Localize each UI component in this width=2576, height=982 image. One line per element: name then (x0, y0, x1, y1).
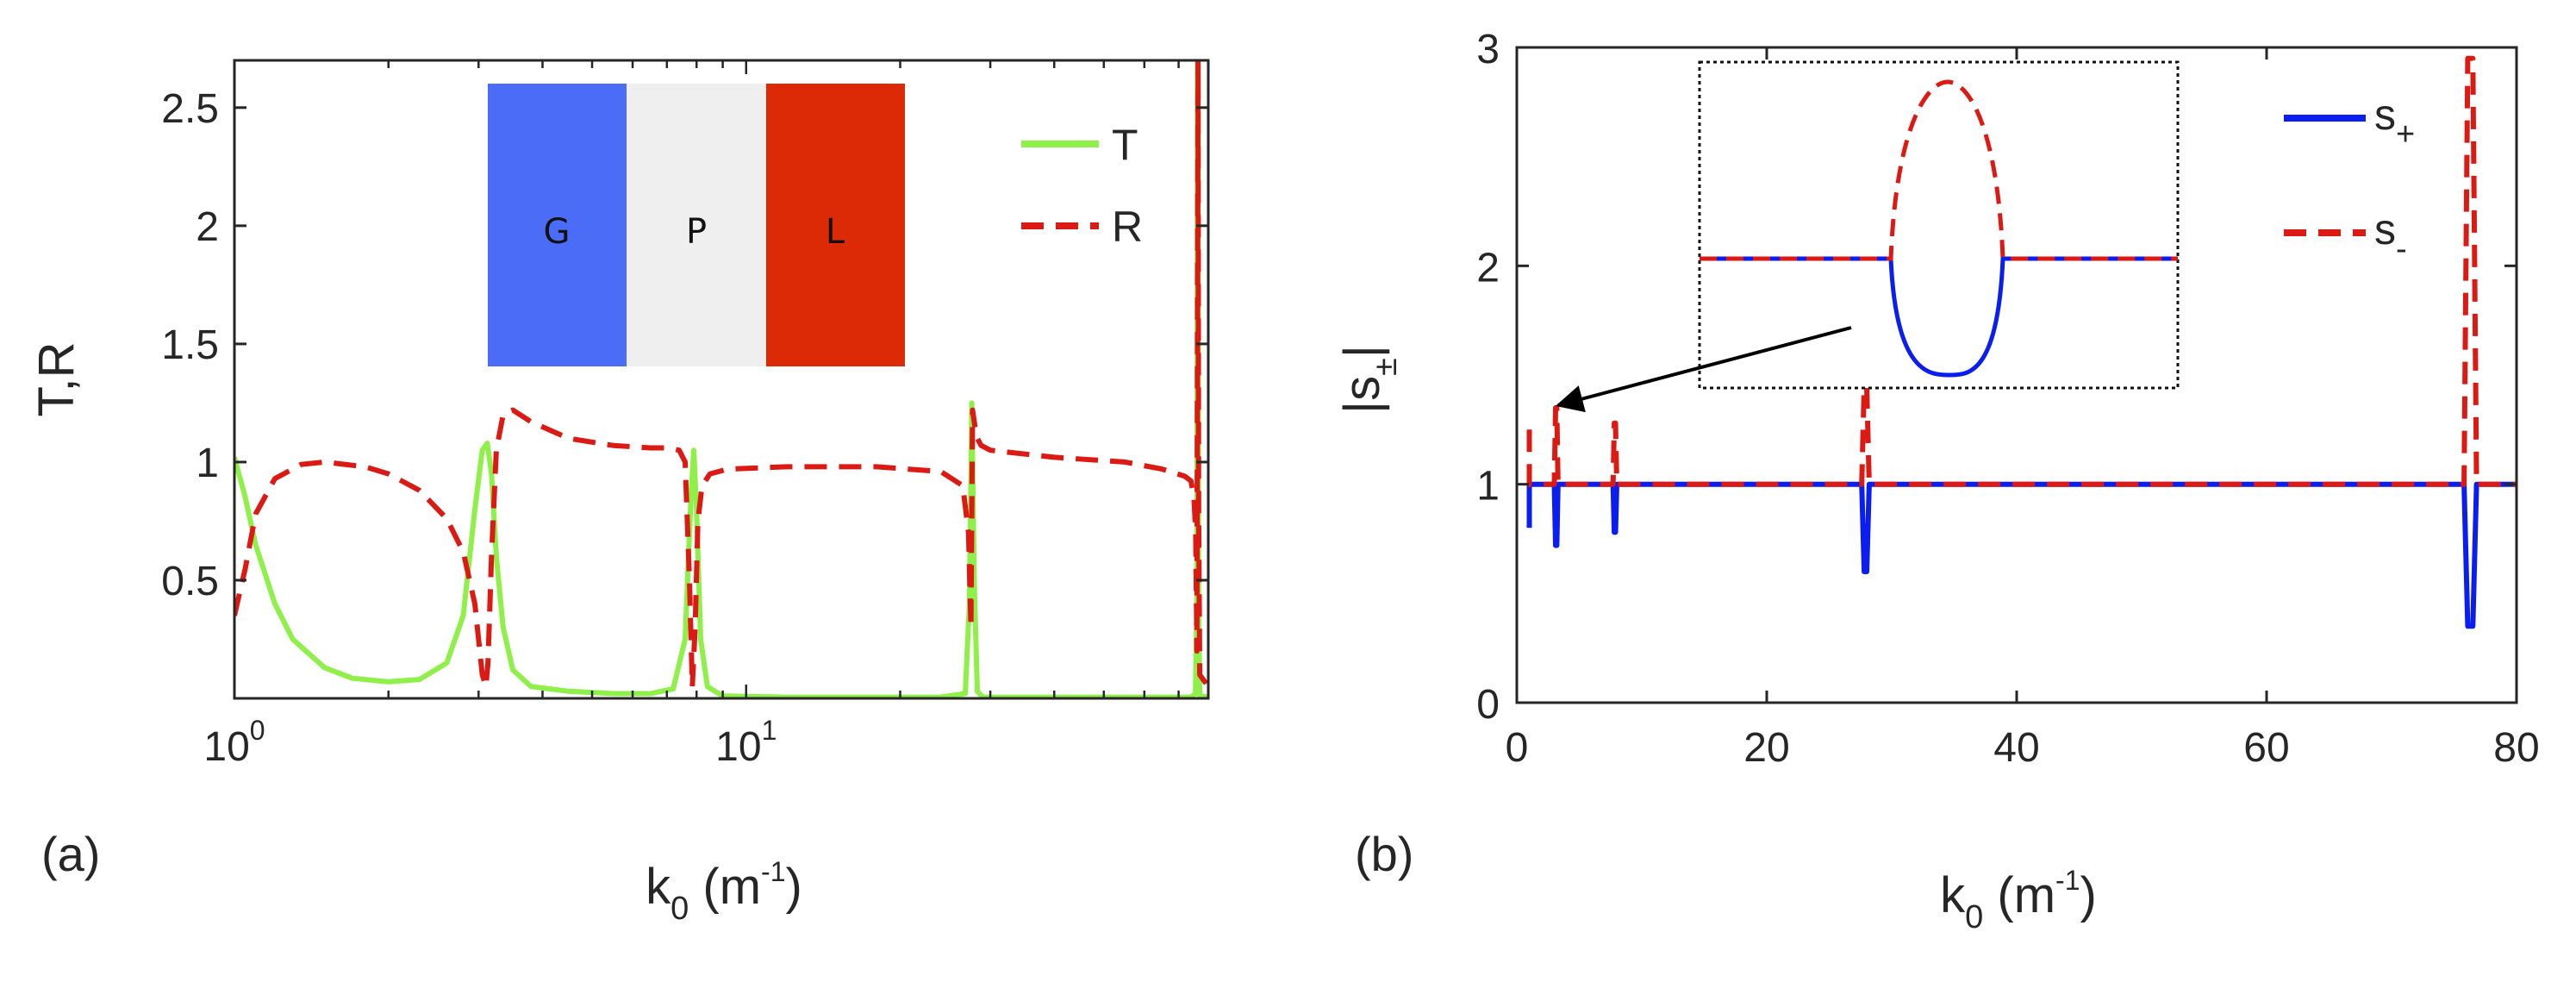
b-y-tick-label: 0 (1476, 682, 1500, 728)
panel-b-x-label-unit: (m (1983, 867, 2055, 923)
panel-a-x-label: k0 (m-1) (646, 856, 802, 927)
panel-b-y-label-close: | (1334, 345, 1390, 358)
a-y-tick-label: 1 (196, 441, 219, 486)
b-x-tick-label: 20 (1743, 725, 1789, 771)
layer-l-label: L (826, 212, 845, 252)
layer-g-label: G (544, 212, 571, 252)
panel-b-x-label: k0 (m-1) (1940, 865, 2097, 935)
layer-p-label: P (686, 212, 707, 252)
panel-a-x-label-base: k (646, 859, 671, 915)
zoom-inset-box (1698, 60, 2180, 390)
zoom-arrow (1555, 326, 1852, 413)
panel-a-x-label-unit-exp: -1 (761, 856, 785, 887)
panel-b-x-label-base: k (1940, 867, 1966, 923)
b-y-tick-label: 3 (1476, 27, 1500, 72)
legend-r-label: R (1112, 203, 1143, 251)
b-x-tick-label: 60 (2243, 725, 2289, 771)
panel-b-x-label-unit-exp: -1 (2055, 865, 2080, 896)
legend-s-minus-sub: - (2396, 231, 2407, 267)
legend-t-label: T (1112, 121, 1138, 169)
panel-a-x-label-sub: 0 (671, 891, 689, 927)
a-x-tick-label: 101 (715, 715, 777, 770)
a-y-tick-label: 2 (196, 204, 219, 250)
a-y-tick-label: 2.5 (161, 86, 219, 132)
panel-b-y-label: |s±| (1334, 345, 1404, 414)
b-x-tick-label: 0 (1506, 725, 1529, 771)
legend-s-plus-base: s (2374, 91, 2396, 139)
b-x-tick-label: 40 (1993, 725, 2039, 771)
b-y-tick-label: 1 (1476, 464, 1500, 510)
zoom-inset-s-plus-curve (1700, 256, 2178, 378)
panel-b-x-label-sub: 0 (1965, 899, 1983, 935)
panel-b-y-label-base: |s (1334, 376, 1390, 414)
panel-b-label: (b) (1355, 827, 1413, 881)
legend-s-minus-label: s- (2374, 205, 2407, 267)
series-s-plus-line (1526, 481, 2517, 629)
b-x-tick-label: 80 (2493, 725, 2539, 771)
b-y-tick-label: 2 (1476, 245, 1500, 291)
zoom-inset-s-minus-curve (1700, 79, 2178, 261)
a-y-tick-label: 0.5 (161, 559, 219, 604)
panel-b-x-label-close: ) (2080, 867, 2097, 923)
series-r-line (234, 60, 1208, 690)
legend-s-plus-sub: + (2396, 116, 2415, 153)
layer-l-block (766, 84, 905, 366)
panel-a-x-label-unit: (m (689, 859, 761, 915)
panel-b-ticks: 0 1 2 3 0 20 40 60 80 (1476, 27, 2539, 771)
legend-s-plus-label: s+ (2374, 91, 2415, 153)
zoom-inset (1555, 60, 2180, 413)
legend-s-minus-base: s (2374, 205, 2396, 253)
panel-a-axes-box (233, 59, 1210, 700)
layer-diagram: G P L (488, 84, 905, 366)
legend-b: s+ s- (2284, 91, 2415, 267)
a-x-tick-label: 100 (203, 715, 265, 770)
panel-a: 0.5 1 1.5 2 2.5 100 101 G P L T R T,R k0 (m-1)… (28, 59, 1210, 927)
panel-a-x-label-close: ) (786, 859, 802, 915)
a-y-tick-label: 1.5 (161, 322, 219, 368)
legend-a: T R (1021, 121, 1143, 251)
panel-a-label: (a) (41, 827, 100, 881)
panel-b-y-label-sub: ± (1368, 358, 1404, 376)
layer-g-block (488, 84, 627, 366)
layer-p-block (627, 84, 766, 366)
panel-a-ticks: 0.5 1 1.5 2 2.5 100 101 (161, 60, 1210, 770)
panel-a-y-label: T,R (28, 342, 84, 417)
